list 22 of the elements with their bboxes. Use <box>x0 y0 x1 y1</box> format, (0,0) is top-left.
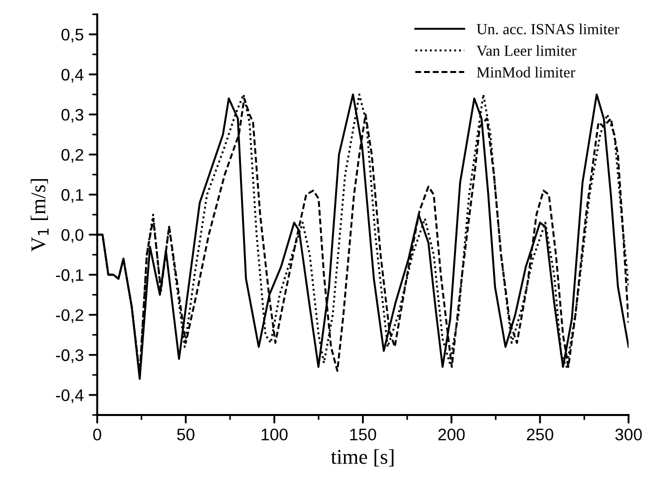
x-tick-label: 0 <box>93 428 102 440</box>
y-tick-label: -0,2 <box>56 309 84 323</box>
y-tick-label: 0,5 <box>61 28 84 43</box>
y-tick-label: 0,4 <box>61 68 84 83</box>
x-tick-label: 150 <box>350 428 376 440</box>
y-tick-label: 0,3 <box>61 108 84 123</box>
x-tick-label: 300 <box>615 428 642 440</box>
x-tick-label: 50 <box>177 428 194 440</box>
y-tick-label: 0,1 <box>61 189 84 203</box>
y-tick-label: 0,2 <box>61 148 84 163</box>
y-tick-label: -0,1 <box>56 269 84 283</box>
y-tick-label: -0,4 <box>56 389 84 404</box>
legend-label: Un. acc. ISNAS limiter <box>476 24 620 34</box>
x-tick-label: 100 <box>262 428 288 440</box>
y-tick-label: -0,3 <box>56 349 84 364</box>
legend-label: Van Leer limiter <box>476 45 576 56</box>
x-tick-label: 200 <box>438 428 465 440</box>
x-axis-title: time [s] <box>330 449 394 467</box>
y-tick-label: 0,0 <box>61 229 84 243</box>
y-axis-title: V$_{1}$ [m/s] <box>30 179 49 252</box>
x-tick-label: 250 <box>526 428 554 440</box>
legend-label: MinMod limiter <box>476 66 576 78</box>
